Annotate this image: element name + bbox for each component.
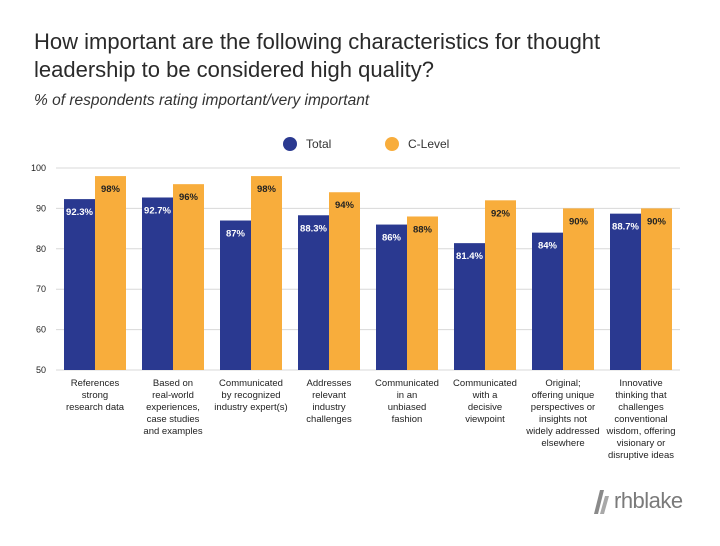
category-label-line: thinking that — [615, 390, 667, 401]
category-label-line: elsewhere — [541, 438, 584, 449]
data-label: 90% — [569, 216, 589, 227]
bar-clevel — [563, 208, 594, 370]
category-label-line: case studies — [147, 414, 200, 425]
rhblake-logo-icon — [594, 490, 609, 514]
data-label: 94% — [335, 200, 355, 211]
data-label: 88.3% — [300, 223, 327, 234]
category-label: References strong research data — [66, 378, 125, 413]
chart-subtitle: % of respondents rating important/very i… — [34, 92, 370, 109]
category-label-line: perspectives or — [531, 402, 595, 413]
legend-marker-total — [283, 137, 297, 151]
data-label: 81.4% — [456, 251, 483, 262]
category-label: Based on real-world experiences, case studi… — [143, 378, 202, 437]
bar-clevel — [329, 192, 360, 370]
data-label: 88.7% — [612, 222, 639, 233]
data-label: 88% — [413, 224, 433, 235]
category-label-line: References — [71, 378, 120, 389]
y-tick-label: 90 — [36, 203, 46, 213]
y-tick-label: 50 — [36, 365, 46, 375]
data-label: 92.7% — [144, 205, 171, 216]
data-label: 96% — [179, 192, 199, 203]
bar-clevel — [95, 176, 126, 370]
brand-logo: rhblake — [590, 486, 700, 516]
category-label-line: by recognized — [221, 390, 280, 401]
bar-clevel — [641, 208, 672, 370]
category-label-line: challenges — [618, 402, 664, 413]
category-label-line: fashion — [392, 414, 423, 425]
category-label-line: Communicated — [375, 378, 439, 389]
bar-total — [298, 215, 329, 370]
data-label: 92% — [491, 208, 511, 219]
category-label-line: challenges — [306, 414, 352, 425]
category-label: Original; offering unique perspectives or i… — [525, 378, 599, 449]
y-tick-label: 60 — [36, 325, 46, 335]
bar-total — [64, 199, 95, 370]
category-label-line: viewpoint — [465, 414, 505, 425]
y-tick-label: 80 — [36, 244, 46, 254]
legend-label-total: Total — [306, 137, 331, 151]
y-tick-label: 100 — [31, 163, 46, 173]
category-label-line: strong — [82, 390, 108, 401]
category-label-line: Original; — [545, 378, 580, 389]
category-label-line: Based on — [153, 378, 193, 389]
data-label: 92.3% — [66, 207, 93, 218]
data-label: 84% — [538, 241, 558, 252]
category-label-line: Addresses — [307, 378, 352, 389]
chart-title: How important are the following characte… — [34, 29, 601, 82]
category-label-line: in an — [397, 390, 418, 401]
category-label: Innovative thinking that challenges convent… — [606, 378, 676, 461]
category-label-line: Innovative — [619, 378, 662, 389]
category-label-line: wisdom, offering — [606, 426, 676, 437]
data-label: 90% — [647, 216, 667, 227]
bar-clevel — [407, 216, 438, 370]
bar-total — [142, 197, 173, 370]
bar-clevel — [173, 184, 204, 370]
data-label: 86% — [382, 233, 402, 244]
category-label-line: experiences, — [146, 402, 200, 413]
y-tick-label: 70 — [36, 284, 46, 294]
category-label: Communicated in an unbiased fashion — [375, 378, 439, 425]
brand-name: rhblake — [614, 488, 683, 513]
category-label-line: conventional — [614, 414, 667, 425]
category-label-line: widely addressed — [525, 426, 599, 437]
data-label: 98% — [257, 184, 277, 195]
category-label-line: insights not — [539, 414, 587, 425]
data-label: 98% — [101, 184, 121, 195]
category-label-line: Communicated — [453, 378, 517, 389]
category-label-line: decisive — [468, 402, 502, 413]
category-label-line: with a — [472, 390, 499, 401]
category-label-line: relevant — [312, 390, 346, 401]
category-label: Addresses relevant industry challenges — [306, 378, 352, 425]
category-label-line: industry expert(s) — [214, 402, 287, 413]
data-label: 87% — [226, 229, 246, 240]
bar-total — [532, 232, 563, 370]
bar-clevel — [485, 200, 516, 370]
legend-label-clevel: C-Level — [408, 137, 449, 151]
bar-total — [376, 224, 407, 370]
category-label-line: disruptive ideas — [608, 450, 674, 461]
category-label: Communicated by recognized industry expert… — [214, 378, 287, 413]
category-label-line: real-world — [152, 390, 194, 401]
bar-clevel — [251, 176, 282, 370]
category-label: Communicated with a decisive viewpoint — [453, 378, 517, 425]
category-label-line: and examples — [143, 426, 202, 437]
bar-total — [220, 220, 251, 370]
category-label-line: unbiased — [388, 402, 427, 413]
category-label-line: offering unique — [532, 390, 595, 401]
bar-total — [454, 243, 485, 370]
category-label-line: visionary or — [617, 438, 666, 449]
bar-total — [610, 213, 641, 370]
category-label-line: Communicated — [219, 378, 283, 389]
legend-marker-clevel — [385, 137, 399, 151]
category-label-line: industry — [312, 402, 346, 413]
category-label-line: research data — [66, 402, 125, 413]
